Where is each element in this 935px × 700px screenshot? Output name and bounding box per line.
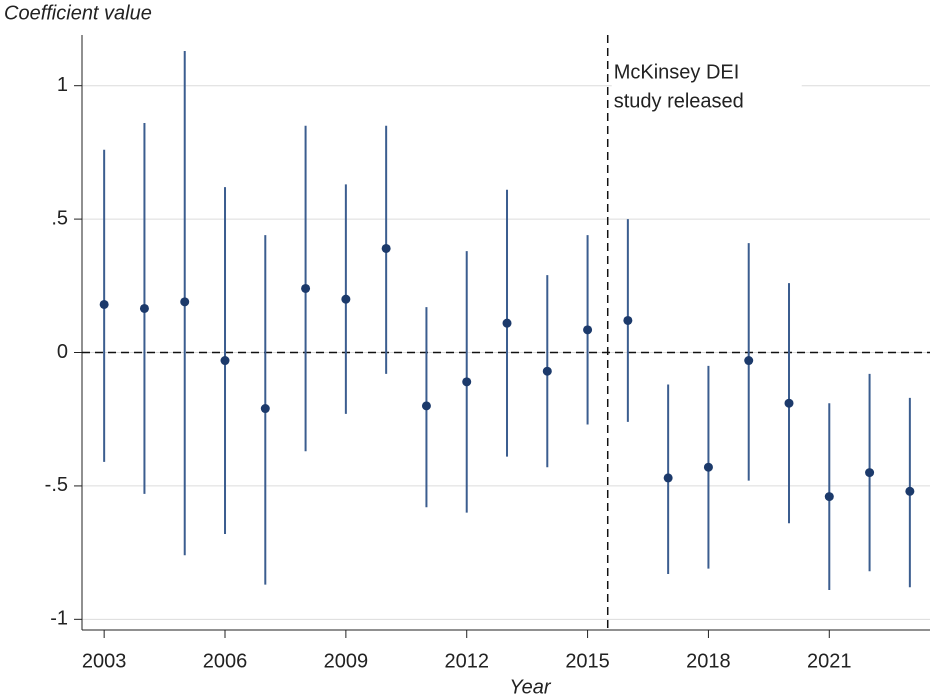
x-tick-label: 2018 [686, 650, 731, 672]
point [381, 243, 391, 253]
y-tick-label: 0 [57, 341, 68, 363]
point [663, 473, 673, 483]
point [542, 366, 552, 376]
point [99, 299, 109, 309]
point [784, 398, 794, 408]
x-tick-label: 2003 [82, 650, 127, 672]
point [341, 294, 351, 304]
x-axis-title: Year [509, 676, 551, 698]
x-tick-label: 2021 [807, 650, 852, 672]
point [421, 401, 431, 411]
point [180, 297, 190, 307]
point [502, 318, 512, 328]
y-tick-label: -.5 [45, 474, 68, 496]
point [744, 356, 754, 366]
y-axis-title: Coefficient value [4, 2, 152, 24]
y-tick-label: .5 [51, 207, 68, 229]
point [260, 404, 270, 414]
x-tick-label: 2012 [444, 650, 489, 672]
annotation: study released [614, 90, 744, 112]
point [583, 325, 593, 335]
point [139, 303, 149, 313]
point [462, 377, 472, 387]
x-tick-label: 2006 [203, 650, 248, 672]
x-tick-label: 2015 [565, 650, 610, 672]
point [865, 468, 875, 478]
y-tick-label: -1 [50, 608, 68, 630]
annotation: McKinsey DEI [614, 61, 740, 83]
point [703, 462, 713, 472]
annotation-bg [611, 58, 802, 120]
point [905, 486, 915, 496]
point [824, 492, 834, 502]
point [301, 283, 311, 293]
y-tick-label: 1 [57, 74, 68, 96]
x-tick-label: 2009 [324, 650, 369, 672]
point [623, 315, 633, 325]
point [220, 356, 230, 366]
